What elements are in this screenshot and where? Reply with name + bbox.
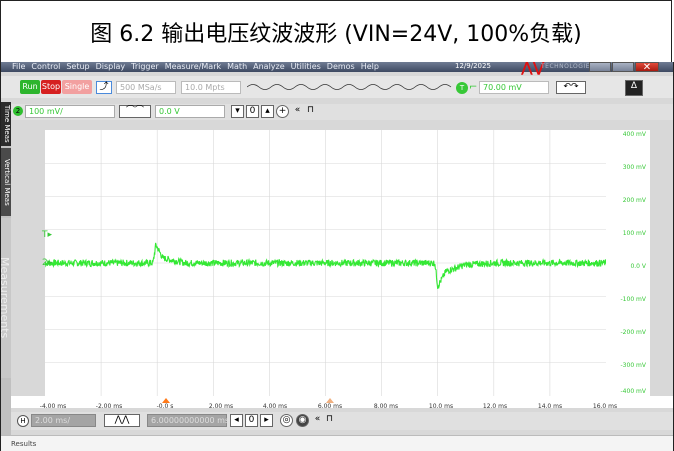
menu-setup[interactable]: Setup <box>66 62 90 71</box>
x-tick-label: -0.0 s <box>156 403 174 410</box>
acquire-mode-icon[interactable]: ⋀⋀ <box>104 414 140 427</box>
channel-2-scale-field[interactable]: 100 mV/ <box>25 105 115 118</box>
menu-file[interactable]: File <box>12 62 26 71</box>
collapse-icon[interactable]: « <box>294 105 301 115</box>
x-tick-label: 16.0 ms <box>592 403 618 410</box>
channel-2-offset-field[interactable]: 0.0 V <box>155 105 225 118</box>
y-tick-label: 200 mV <box>622 197 646 204</box>
horizontal-icon[interactable]: H <box>17 415 29 427</box>
run-button[interactable]: Run <box>20 80 40 94</box>
menu-demos[interactable]: Demos <box>326 62 355 71</box>
chevron-left-icon[interactable]: ◂ <box>230 414 243 427</box>
close-button[interactable]: ✕ <box>635 62 659 73</box>
minimize-button[interactable] <box>589 62 611 72</box>
waveform-display[interactable] <box>45 130 606 396</box>
date-display: 12/9/2025 <box>455 62 491 70</box>
tab-time-meas[interactable]: Time Meas <box>1 102 11 146</box>
y-tick-label: -300 mV <box>620 362 646 369</box>
x-tick-label: -2.00 ms <box>95 403 123 410</box>
pin-icon[interactable]: ⊓ <box>306 105 315 115</box>
autoscale-icon[interactable]: ⤴ <box>96 81 112 94</box>
menu-measure-mark[interactable]: Measure/Mark <box>164 62 222 71</box>
y-axis-panel: 400 mV 300 mV 200 mV 100 mV 0.0 V -100 m… <box>606 130 650 396</box>
stop-button[interactable]: Stop <box>41 80 61 94</box>
chevron-down-icon[interactable]: ▾ <box>231 105 244 118</box>
pin-horizontal-icon[interactable]: ⊓ <box>325 414 334 424</box>
y-tick-label: -100 mV <box>620 296 646 303</box>
zoom-icon[interactable]: ◎ <box>280 414 293 427</box>
menu-control[interactable]: Control <box>31 62 61 71</box>
y-tick-label: -400 mV <box>620 388 646 395</box>
tab-measurements[interactable]: Measurements <box>1 218 11 378</box>
trigger-level-marker-icon: T▸ <box>42 230 53 240</box>
single-button[interactable]: Single <box>62 80 92 94</box>
coupling-icon[interactable]: ⌒⌒ <box>119 105 151 118</box>
x-axis-panel <box>11 396 673 408</box>
y-tick-label: 400 mV <box>622 131 646 138</box>
tab-vertical-meas[interactable]: Vertical Meas <box>1 148 11 216</box>
menu-math[interactable]: Math <box>227 62 248 71</box>
channel-2-trace <box>45 242 606 289</box>
trigger-level-field[interactable]: 70.00 mV <box>479 81 549 94</box>
menu-display[interactable]: Display <box>95 62 126 71</box>
trigger-edge-icon[interactable]: ⌐ <box>469 82 478 93</box>
oscilloscope-window: File Control Setup Display Trigger Measu… <box>0 62 674 451</box>
zero-delay-icon[interactable]: 0 <box>245 414 258 427</box>
delay-marker-icon <box>326 398 334 403</box>
x-tick-label: -4.00 ms <box>39 403 67 410</box>
delta-time-icon[interactable]: Δ <box>625 80 643 96</box>
trigger-time-marker-icon <box>162 398 170 403</box>
horizontal-scale-field[interactable]: 2.00 ms/ <box>31 414 96 427</box>
chevron-up-icon[interactable]: ▴ <box>261 105 274 118</box>
waveform-overview <box>247 84 452 90</box>
sample-rate-field[interactable]: 500 MSa/s <box>116 81 176 94</box>
undo-redo-icon[interactable]: ↶↷ <box>556 81 586 94</box>
menu-bar: File Control Setup Display Trigger Measu… <box>1 62 673 76</box>
y-tick-label: 0.0 V <box>630 263 646 270</box>
x-tick-label: 8.00 ms <box>373 403 399 410</box>
menu-utilities[interactable]: Utilities <box>290 62 321 71</box>
menu-help[interactable]: Help <box>360 62 379 71</box>
waveform-chart <box>45 130 606 396</box>
menu-analyze[interactable]: Analyze <box>253 62 285 71</box>
x-tick-label: 14.0 ms <box>537 403 563 410</box>
x-tick-label: 4.00 ms <box>262 403 288 410</box>
collapse-horizontal-icon[interactable]: « <box>314 414 321 424</box>
vendor-text: TECHNOLOGIES <box>541 63 595 70</box>
y-tick-label: -200 mV <box>620 329 646 336</box>
menu-trigger[interactable]: Trigger <box>131 62 159 71</box>
horizontal-position-field[interactable]: 6.00000000000 ms <box>147 414 229 427</box>
trigger-icon[interactable]: T <box>456 82 468 94</box>
figure-caption: 图 6.2 输出电压纹波波形 (VIN=24V, 100%负载) <box>0 0 672 62</box>
memory-depth-field[interactable]: 10.0 Mpts <box>181 81 241 94</box>
zero-offset-icon[interactable]: 0 <box>246 105 259 118</box>
y-tick-label: 100 mV <box>622 230 646 237</box>
x-tick-label: 6.00 ms <box>317 403 343 410</box>
channel-2-icon[interactable]: 2 <box>13 106 23 116</box>
navigate-icon[interactable]: ◉ <box>296 414 309 427</box>
side-tabs: Time Meas Vertical Meas Measurements <box>1 102 11 451</box>
chevron-right-icon[interactable]: ▸ <box>260 414 273 427</box>
x-tick-label: 10.0 ms <box>428 403 454 410</box>
x-tick-label: 2.00 ms <box>208 403 234 410</box>
results-panel[interactable]: Results <box>1 435 673 451</box>
x-tick-label: 12.0 ms <box>482 403 508 410</box>
maximize-button[interactable] <box>612 62 634 72</box>
add-channel-icon[interactable]: + <box>276 105 289 118</box>
y-tick-label: 300 mV <box>622 164 646 171</box>
vendor-logo-icon: ⋀⋁ <box>521 62 545 76</box>
channel-2-ground-marker-icon: 2▸ <box>42 258 53 268</box>
